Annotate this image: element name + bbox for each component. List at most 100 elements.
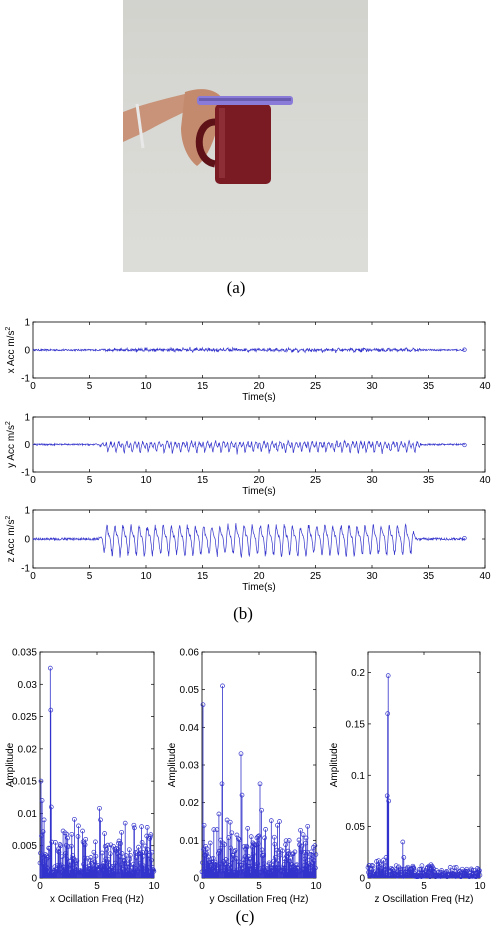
z-acc-ylabel-sup: 2 <box>5 516 12 520</box>
y-fft-marker <box>203 843 208 849</box>
x-fft-marker <box>48 804 54 810</box>
y-fft-marker <box>231 849 237 854</box>
mug <box>195 104 271 184</box>
y-fft-xtick-label: 0 <box>199 881 205 892</box>
y-fft-stems <box>199 683 319 878</box>
z-acc-xlabel: Time(s) <box>242 582 276 593</box>
y-fft-marker <box>235 869 241 875</box>
x-fft-marker <box>69 831 75 837</box>
y-fft-marker <box>207 840 213 846</box>
y-acc-ylabel-sup: 2 <box>5 421 12 425</box>
caption-a: (a) <box>226 278 246 297</box>
x-fft-marker <box>151 869 157 874</box>
x-fft-marker <box>97 805 102 811</box>
z-fft-chart: 0 5 10 0 0.05 0.1 0.15 0.2 z Oscillation Freq (H… <box>329 651 486 905</box>
y-fft-marker <box>302 850 307 855</box>
y-fft-marker <box>303 835 309 841</box>
x-fft-marker <box>132 825 137 831</box>
y-fft-marker <box>277 853 283 858</box>
x-acc-xtick-label: 5 <box>87 381 93 392</box>
x-fft-marker <box>65 835 71 841</box>
y-fft-marker <box>298 827 303 833</box>
y-acc-ytick-label: 1 <box>24 413 30 424</box>
x-fft-xtick-label: 5 <box>94 881 100 892</box>
x-acc-ylabel: x Acc m/s2 <box>5 327 17 374</box>
y-fft-marker <box>224 817 230 823</box>
x-fft-marker <box>126 847 132 853</box>
z-acc-xtick-label: 5 <box>87 571 93 582</box>
y-fft-marker <box>313 852 319 857</box>
y-fft-marker <box>262 835 267 841</box>
x-fft-xtick-label: 0 <box>37 881 43 892</box>
y-fft-marker <box>241 844 247 849</box>
x-fft-marker <box>148 832 154 837</box>
x-fft-marker <box>65 844 71 849</box>
x-fft-marker <box>139 840 145 845</box>
x-fft-marker <box>40 829 46 835</box>
z-acc-series-line <box>32 523 465 558</box>
x-fft-marker <box>75 834 81 839</box>
y-fft-marker <box>286 851 292 857</box>
y-fft-marker <box>229 830 235 836</box>
x-fft-marker <box>93 839 98 845</box>
z-fft-marker <box>453 865 459 870</box>
z-fft-marker <box>385 673 391 678</box>
y-fft-marker <box>268 818 274 823</box>
y-fft-marker <box>228 845 234 851</box>
x-fft-marker <box>105 842 111 848</box>
y-acc-series-line <box>32 439 465 455</box>
y-acc-xtick-label: 35 <box>423 475 435 486</box>
y-fft-marker <box>305 823 311 829</box>
x-fft-marker <box>118 841 123 846</box>
x-fft-marker <box>131 822 137 828</box>
x-fft-marker <box>48 707 54 713</box>
x-acc-ylabel-sup: 2 <box>5 327 12 331</box>
x-fft-marker <box>83 836 89 842</box>
x-fft-marker <box>115 851 120 857</box>
y-acc-xtick-label: 10 <box>140 475 152 486</box>
x-fft-marker <box>87 857 93 863</box>
z-fft-marker <box>370 863 376 869</box>
x-fft-marker <box>68 843 74 849</box>
y-fft-xtick-label: 5 <box>256 881 262 892</box>
x-fft-marker <box>38 850 43 856</box>
z-fft-marker <box>429 866 434 871</box>
y-fft-marker <box>274 847 280 853</box>
y-fft-marker <box>227 819 233 825</box>
z-fft-xtick-label: 10 <box>474 881 486 892</box>
x-acc-xtick-label: 30 <box>366 381 378 392</box>
y-fft-ytick-label: 0.03 <box>180 761 200 772</box>
x-fft-marker <box>58 843 63 849</box>
x-fft-axes-box <box>39 651 155 879</box>
y-fft-marker <box>263 827 268 832</box>
z-acc-xtick-label: 20 <box>253 571 265 582</box>
y-fft-marker <box>311 858 317 864</box>
x-fft-marker <box>49 839 55 845</box>
x-fft-marker <box>92 859 98 865</box>
x-fft-marker <box>104 847 110 852</box>
y-fft-marker <box>204 846 210 852</box>
x-fft-ytick-label: 0.02 <box>18 744 38 755</box>
y-fft-marker <box>280 848 285 854</box>
y-fft-marker <box>256 833 262 839</box>
x-fft-marker <box>80 828 85 834</box>
z-fft-marker <box>393 863 399 869</box>
z-fft-marker <box>444 869 449 874</box>
x-fft-marker <box>72 858 78 863</box>
x-fft-marker <box>52 864 58 870</box>
x-fft-marker <box>116 838 122 844</box>
z-acc-xtick-label: 35 <box>423 571 435 582</box>
y-acc-ytick-label: 0 <box>24 440 30 451</box>
z-fft-ylabel: Amplitude <box>329 742 340 787</box>
y-fft-marker <box>259 807 264 813</box>
z-acc-ytick-label: -1 <box>21 564 30 575</box>
x-acc-ytick-label: 1 <box>24 318 30 329</box>
y-fft-marker <box>219 781 225 787</box>
x-acc-ytick-label: -1 <box>21 374 30 385</box>
y-fft-xtick-label: 10 <box>310 881 322 892</box>
y-fft-marker <box>222 842 227 847</box>
y-acc-end-marker <box>462 442 467 448</box>
y-acc-xtick-label: 40 <box>479 475 491 486</box>
z-fft-marker <box>477 868 482 873</box>
z-acc-ytick-label: 1 <box>24 506 30 517</box>
